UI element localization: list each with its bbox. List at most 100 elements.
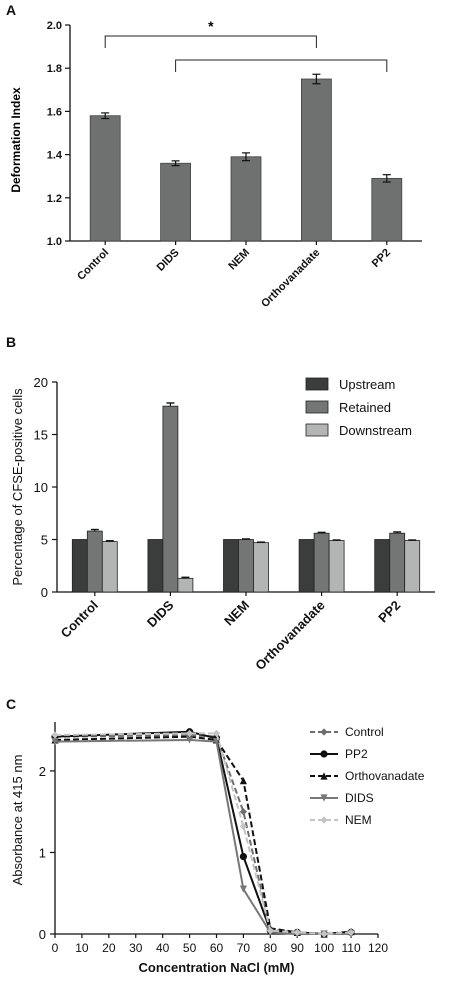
legend-marker-c [320,728,328,736]
x-tick-label-c: 70 [237,941,251,955]
series-line-c [54,735,352,936]
panel-c-letter: C [6,696,17,712]
bar-b [313,532,330,593]
data-point-c [185,736,194,744]
bar-b [86,530,103,593]
x-tick-label-a: Orthovanadate [259,247,322,310]
data-point-c [320,930,328,938]
y-tick-label-b: 0 [41,585,48,600]
y-tick-label-b: 10 [34,480,48,495]
x-tick-label-c: 20 [102,941,116,955]
panel-b: B 0 5 10 15 20 Control DIDS NEM Orthovanadate PP2… [0,330,454,690]
x-tick-label-c: 80 [264,941,278,955]
x-tick-label-c: 40 [156,941,170,955]
x-tick-label-b: NEM [221,598,252,629]
x-tick-label-c: 0 [52,941,59,955]
x-tick-label-a: PP2 [370,247,393,270]
data-point-c [212,737,221,746]
x-tick-label-c: 60 [210,941,224,955]
data-point-c [51,731,59,739]
significance-bracket [175,59,388,72]
data-point-c [293,928,301,936]
y-tick-label-b: 15 [34,428,48,443]
bar-b [71,539,88,593]
x-tick-label-c: 90 [291,941,305,955]
legend-marker-c [320,816,328,824]
y-axis-label-a: Deformation Index [9,87,23,193]
y-tick-label-c: 0 [39,927,46,942]
bar-b [162,405,179,593]
y-tick-label-a: 1.2 [47,193,62,205]
y-tick-label-a: 1.0 [47,236,62,248]
y-axis-label-c: Absorbance at 415 nm [10,755,25,886]
x-tick-label-c: 120 [368,941,388,955]
y-tick-label-b: 5 [41,533,48,548]
legend-label-b: Downstream [339,423,412,438]
bar-a [89,115,121,242]
y-tick-label-c: 1 [39,845,46,860]
x-tick-label-c: 50 [183,941,197,955]
bar-a [300,78,332,242]
y-tick-label-a: 1.6 [47,106,62,118]
bar-b [389,532,406,593]
bar-b [374,539,391,593]
bar-b [404,540,421,593]
bar-b [328,540,345,593]
x-tick-label-a: DIDS [155,247,182,274]
bar-b [298,539,315,593]
legend-label-c: Control [345,725,384,739]
legend-swatch-b [305,400,329,414]
series-line-c [54,734,352,936]
data-point-c [51,737,59,746]
data-point-c [239,777,248,785]
chart-a: 1.0 1.2 1.4 1.6 1.8 2.0 Control DIDS NEM Orthovan… [9,18,422,310]
data-point-c [239,885,248,893]
bar-a [230,156,262,242]
series-line-c [54,732,352,936]
legend-label-c: NEM [345,813,372,827]
x-tick-label-b: PP2 [375,598,403,626]
x-tick-label-a: Control [75,247,111,283]
x-tick-label-b: DIDS [144,597,177,630]
legend-label-c: DIDS [345,791,374,805]
x-tick-label-c: 10 [75,941,89,955]
y-tick-label-a: 1.8 [47,63,62,75]
y-axis-label-b: Percentage of CFSE-positive cells [10,388,25,586]
bar-b [253,542,269,593]
x-tick-label-b: Control [58,598,101,641]
y-tick-label-b: 20 [34,375,48,390]
bar-a [371,177,403,242]
x-tick-label-c: 100 [314,941,334,955]
y-tick-label-c: 2 [39,764,46,779]
bar-b [223,539,239,593]
y-tick-label-a: 2.0 [47,20,62,32]
legend-label-b: Upstream [339,377,395,392]
bar-a [160,162,192,242]
legend-label-c: Orthovanadate [345,769,425,783]
panel-c: C 0 1 2 0 10 20 30 40 50 60 70 80 90 100 110 120 Control… [0,690,454,989]
bar-b [177,577,194,593]
x-tick-label-c: 110 [342,941,361,955]
panel-b-letter: B [6,334,17,350]
x-axis-label-c: Concentration NaCl (mM) [139,960,295,975]
significance-star: * [208,18,214,34]
series-line-c [54,738,352,935]
legend-swatch-b [305,423,329,437]
legend-swatch-b [305,377,329,391]
legend-marker-c [320,750,328,758]
series-line-c [54,730,352,936]
data-point-c [239,852,248,861]
legend-marker-c [320,794,328,802]
x-tick-label-b: Orthovanadate [252,598,327,673]
chart-b: 0 5 10 15 20 Control DIDS NEM Orthovanadate PP2 Up… [10,375,435,673]
panel-a: A 1.0 1.2 1.4 1.6 1.8 2.0 Control DIDS NEM Orthov… [0,0,454,330]
legend-label-b: Retained [339,400,391,415]
x-tick-label-a: NEM [226,247,252,273]
legend-marker-c [320,772,328,780]
x-tick-label-c: 30 [129,941,143,955]
bar-b [147,539,164,593]
y-tick-label-a: 1.4 [47,150,63,162]
significance-bracket [104,35,317,48]
bar-b [238,539,254,593]
